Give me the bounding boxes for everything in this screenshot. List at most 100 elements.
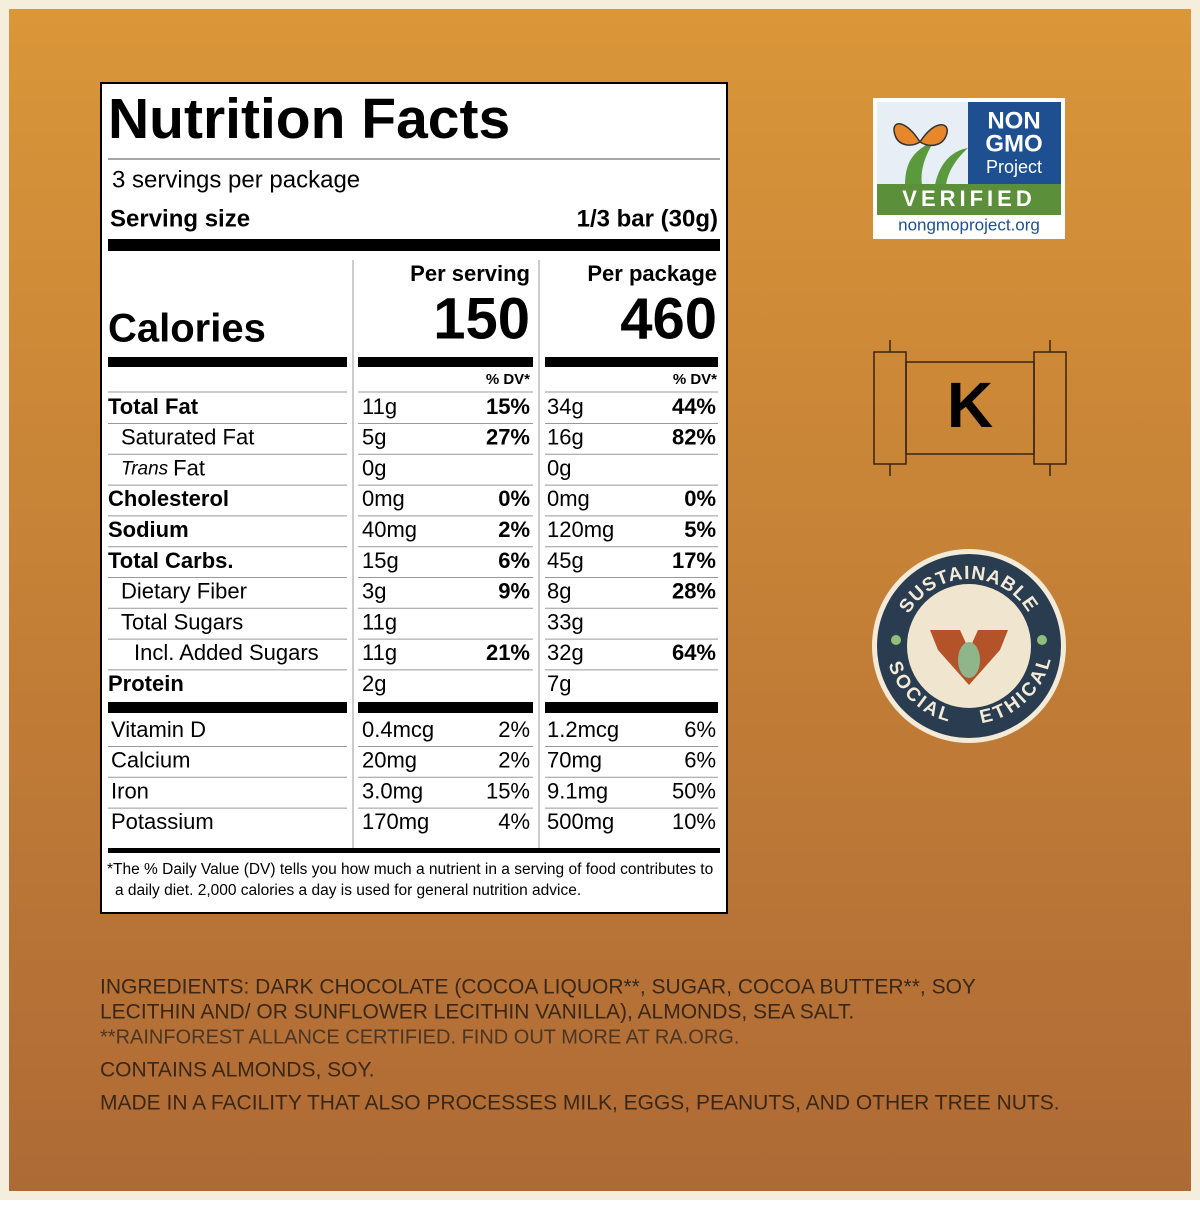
amount: 8g (547, 579, 571, 604)
daily-value: 27% (486, 425, 530, 450)
nutrient-name-rest: Fat (173, 455, 205, 480)
calories-value: 150 (433, 286, 530, 351)
daily-value: 4% (498, 809, 530, 834)
calories-value: 460 (620, 286, 717, 351)
nutrient-name: Dietary Fiber (121, 579, 247, 604)
servings: 3 servings per package (112, 166, 360, 193)
amount: 500mg (547, 809, 614, 834)
amount: 0mg (362, 486, 405, 511)
amount: 20mg (362, 748, 417, 773)
badge-blue (968, 102, 1061, 184)
amount: 170mg (362, 809, 429, 834)
nutrient-name: Total Sugars (121, 609, 243, 634)
thick-rule (545, 357, 718, 367)
amount: 0.4mcg (362, 717, 434, 742)
amount: 0mg (547, 486, 590, 511)
amount: 0g (547, 455, 571, 480)
daily-value: 6% (498, 548, 530, 573)
nutrient-name-italic: Trans (121, 459, 169, 480)
dv-header: % DV* (486, 371, 530, 388)
daily-value: 2% (498, 717, 530, 742)
amount: 5g (362, 425, 386, 450)
thick-rule (108, 357, 347, 367)
daily-value: 44% (672, 394, 716, 419)
amount: 70mg (547, 748, 602, 773)
thick-rule (108, 702, 347, 713)
amount: 3g (362, 579, 386, 604)
daily-value: 5% (684, 517, 716, 542)
vitamin-name: Vitamin D (111, 717, 206, 742)
thick-rule (108, 848, 720, 853)
ingredients-line: INGREDIENTS: DARK CHOCOLATE (COCOA LIQUO… (100, 976, 976, 999)
badge-text: GMO (985, 130, 1042, 157)
daily-value: 21% (486, 640, 530, 665)
badge-text: Project (986, 157, 1042, 177)
thick-rule (545, 702, 718, 713)
amount: 32g (547, 640, 584, 665)
badge-url: nongmoproject.org (898, 215, 1040, 234)
daily-value: 15% (486, 394, 530, 419)
amount: 11g (362, 394, 397, 419)
daily-value: 15% (486, 778, 530, 803)
non-gmo-badge: NON GMO Project VERIFIED nongmoproject.o… (873, 98, 1065, 239)
ingredients-line: MADE IN A FACILITY THAT ALSO PROCESSES M… (100, 1092, 1060, 1115)
nutrient-name: Incl. Added Sugars (134, 640, 319, 665)
amount: 34g (547, 394, 584, 419)
amount: 120mg (547, 517, 614, 542)
sustainable-badge (872, 549, 1066, 743)
amount: 9.1mg (547, 778, 608, 803)
ingredients-line: CONTAINS ALMONDS, SOY. (100, 1059, 375, 1082)
amount: 1.2mcg (547, 717, 619, 742)
footnote: *The % Daily Value (DV) tells you how mu… (107, 861, 713, 878)
nutrient-name: Total Fat (108, 394, 199, 419)
ingredients-line: **RAINFOREST ALLANCE CERTIFIED. FIND OUT… (100, 1026, 739, 1048)
daily-value: 6% (684, 748, 716, 773)
amount: 45g (547, 548, 584, 573)
daily-value: 64% (672, 640, 716, 665)
daily-value: 0% (684, 486, 716, 511)
leaf (935, 148, 968, 185)
leaf (905, 140, 935, 185)
amount: 33g (547, 609, 584, 634)
badge-verified: VERIFIED (902, 186, 1035, 211)
seed (958, 642, 980, 678)
nutrient-name: Protein (108, 671, 184, 696)
label-box (100, 82, 728, 914)
nutrient-name: Trans Fat (121, 455, 205, 480)
footnote: a daily diet. 2,000 calories a day is us… (115, 882, 581, 899)
daily-value: 0% (498, 486, 530, 511)
label-title: Nutrition Facts (108, 87, 510, 151)
calories-label: Calories (108, 307, 266, 351)
amount: 16g (547, 425, 584, 450)
vitamin-name: Potassium (111, 809, 214, 834)
daily-value: 17% (672, 548, 716, 573)
badge-text: NON (987, 107, 1040, 134)
column-header: Per serving (410, 261, 530, 286)
kosher-k: K (947, 369, 993, 441)
seal-dot (891, 635, 901, 645)
vitamin-name: Iron (111, 778, 149, 803)
amount: 40mg (362, 517, 417, 542)
thick-rule (108, 239, 720, 251)
amount: 3.0mg (362, 778, 423, 803)
nutrient-name: Sodium (108, 517, 189, 542)
butterfly (893, 123, 948, 147)
nutrient-name: Saturated Fat (121, 425, 254, 450)
dv-header: % DV* (673, 371, 717, 388)
badge-green (877, 184, 1061, 215)
daily-value: 28% (672, 579, 716, 604)
daily-value: 6% (684, 717, 716, 742)
amount: 2g (362, 671, 386, 696)
kosher-badge (873, 340, 1067, 476)
ingredients-line: LECITHIN AND/ OR SUNFLOWER LECITHIN VANI… (100, 1001, 854, 1024)
seal-dot (1037, 635, 1047, 645)
column-header: Per package (587, 261, 717, 286)
nutrient-name: Total Carbs. (108, 548, 234, 573)
daily-value: 50% (672, 778, 716, 803)
thick-rule (358, 357, 533, 367)
vitamin-name: Calcium (111, 748, 190, 773)
thick-rule (358, 702, 533, 713)
daily-value: 2% (498, 517, 530, 542)
